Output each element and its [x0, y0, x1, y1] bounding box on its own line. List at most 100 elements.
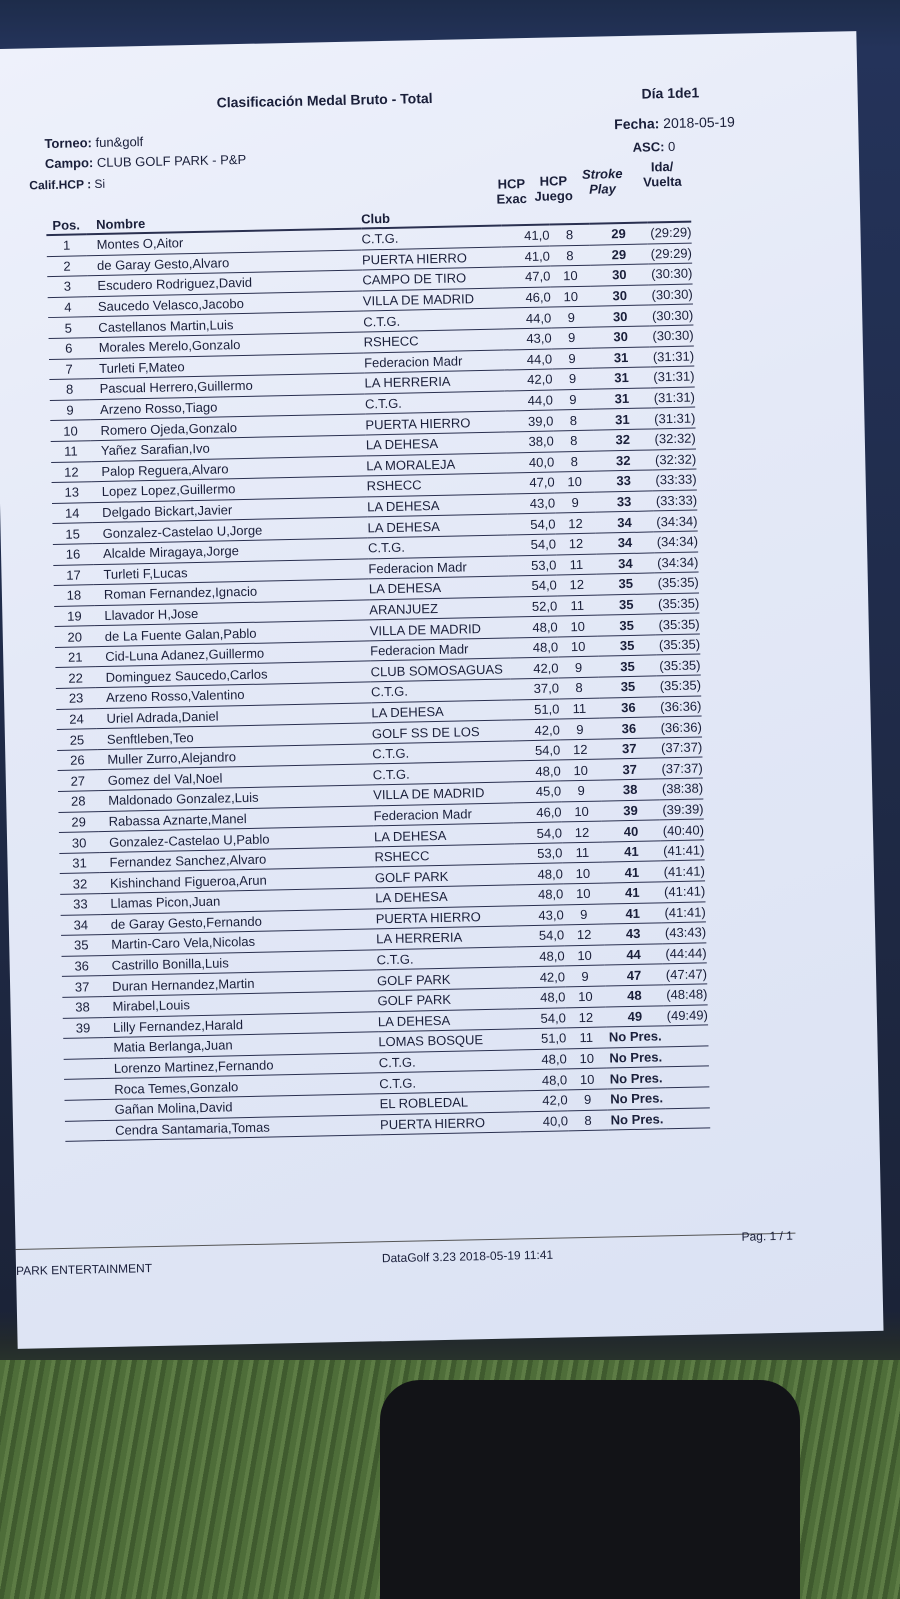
- hcp-exac: 48,0: [509, 616, 558, 638]
- ida-vuelta: (37:37): [658, 736, 703, 759]
- ida-vuelta: (30:30): [648, 283, 693, 306]
- hcp-exac: 54,0: [512, 739, 561, 762]
- ida-vuelta: [664, 1066, 710, 1088]
- stroke-play: 29: [589, 243, 649, 266]
- hcp-exac: 47,0: [506, 472, 555, 494]
- club: CAMPO DE TIRO: [362, 267, 503, 291]
- stroke-play: 34: [595, 531, 655, 554]
- club: GOLF PARK: [376, 967, 518, 991]
- club: EL ROBLEDAL: [379, 1090, 520, 1115]
- hcp-juego: 10: [550, 265, 591, 287]
- ida-vuelta: (41:41): [661, 880, 706, 903]
- position: 20: [54, 625, 96, 648]
- hcp-exac: 48,0: [509, 636, 559, 659]
- hcp-exac: 37,0: [510, 678, 560, 700]
- hcp-exac: 48,0: [516, 945, 565, 968]
- footer-software: DataGolf 3.23 2018-05-19 11:41: [381, 1247, 554, 1266]
- stroke-play: 49: [605, 1005, 665, 1028]
- club: LA DEHESA: [373, 823, 515, 847]
- page-title: Clasificación Medal Bruto - Total: [216, 89, 433, 111]
- stroke-play: 35: [598, 655, 657, 678]
- ida-vuelta: (34:34): [654, 551, 699, 574]
- hcp-exac: 53,0: [514, 842, 563, 865]
- hcp-juego: 9: [558, 656, 599, 679]
- hcp-exac: 51,0: [518, 1028, 567, 1050]
- club: C.T.G.: [364, 390, 506, 415]
- hcp-juego: 12: [563, 924, 605, 946]
- hcp-exac: 46,0: [513, 801, 562, 824]
- position: [64, 1078, 105, 1101]
- position: 12: [51, 461, 92, 483]
- hcp-juego: 8: [549, 223, 590, 246]
- hcp-juego: 12: [555, 512, 596, 534]
- stroke-play: 41: [603, 902, 662, 925]
- club: ARANJUEZ: [369, 596, 510, 621]
- position: 17: [53, 564, 94, 586]
- ida-vuelta: (29:29): [647, 242, 693, 265]
- hcp-juego: 9: [551, 347, 593, 370]
- position: 4: [47, 296, 89, 318]
- hcp-juego: 9: [551, 327, 592, 349]
- fecha: Fecha: 2018-05-19: [614, 113, 735, 133]
- hcp-exac: 54,0: [507, 533, 557, 556]
- club: Federacion Madr: [373, 802, 514, 827]
- hcp-juego: 8: [553, 430, 595, 452]
- hcp-juego: 9: [551, 306, 592, 328]
- hcp-exac: 43,0: [515, 904, 564, 927]
- stroke-play: 37: [600, 737, 659, 760]
- hcp-juego: 11: [559, 697, 600, 720]
- stroke-play: 36: [599, 717, 659, 739]
- stroke-play: 48: [605, 984, 664, 1007]
- hcp-juego: 10: [557, 635, 599, 658]
- hcp-exac: 54,0: [507, 513, 556, 535]
- position: 23: [55, 687, 97, 710]
- position: 13: [51, 481, 92, 504]
- page-number: Pag. 1 / 1: [741, 1228, 794, 1244]
- club: LA DEHESA: [366, 493, 508, 518]
- position: 3: [47, 275, 88, 298]
- stroke-play: 35: [597, 593, 656, 616]
- ida-vuelta: (35:35): [655, 592, 700, 615]
- stroke-play: 30: [590, 284, 649, 307]
- ida-vuelta: (41:41): [660, 839, 705, 862]
- ida-vuelta: (48:48): [663, 983, 708, 1006]
- ida-vuelta: (36:36): [657, 695, 702, 718]
- ida-vuelta: [665, 1086, 710, 1109]
- hcp-juego: 12: [556, 574, 598, 596]
- position: 36: [61, 955, 102, 977]
- club: LOMAS BOSQUE: [378, 1029, 519, 1053]
- footer-company: PARK ENTERTAINMENT: [15, 1261, 153, 1278]
- club: VILLA DE MADRID: [372, 781, 514, 806]
- club: PUERTA HIERRO: [365, 411, 506, 435]
- hcp-juego: 8: [567, 1109, 609, 1131]
- position: 15: [52, 522, 93, 545]
- ida-vuelta: (33:33): [652, 469, 697, 491]
- position: 1: [46, 234, 87, 257]
- day-label: Día 1de1: [641, 84, 700, 102]
- stroke-play: 33: [594, 470, 653, 492]
- club: C.T.G.: [372, 740, 513, 765]
- club: GOLF SS DE LOS: [371, 720, 513, 744]
- club: Federacion Madr: [369, 637, 511, 662]
- hcp-exac: 46,0: [502, 286, 552, 309]
- hcp-exac: 40,0: [519, 1110, 569, 1132]
- hcp-exac: 54,0: [515, 925, 565, 947]
- ida-vuelta: (44:44): [662, 942, 707, 965]
- hcp-juego: 9: [559, 718, 601, 740]
- position: 5: [48, 317, 89, 339]
- ida-vuelta: (35:35): [656, 675, 702, 697]
- hcp-exac: 48,0: [518, 1048, 567, 1071]
- hcp-exac: 42,0: [511, 719, 561, 741]
- stroke-play: 31: [593, 408, 652, 431]
- stroke-play: 41: [602, 861, 662, 884]
- club: LA DEHESA: [365, 431, 507, 456]
- ida-vuelta: (37:37): [658, 757, 703, 779]
- hcp-exac: 54,0: [517, 1007, 567, 1030]
- ida-vuelta: (35:35): [654, 572, 700, 594]
- position: 26: [57, 749, 98, 771]
- club: RSHECC: [366, 473, 507, 497]
- ida-vuelta: (38:38): [658, 777, 704, 800]
- position: 14: [52, 502, 93, 524]
- position: [63, 1058, 105, 1080]
- hcp-juego: 8: [558, 677, 600, 699]
